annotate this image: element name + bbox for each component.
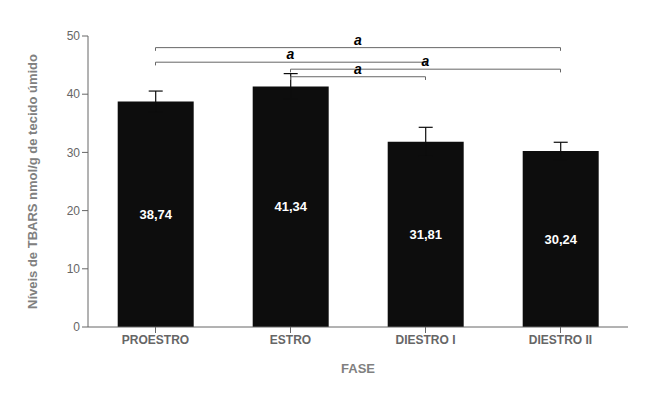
svg-text:40: 40 [67,87,81,101]
svg-text:Níveis de TBARS nmol/g de teci: Níveis de TBARS nmol/g de tecido úmido [25,54,40,309]
svg-text:ESTRO: ESTRO [270,333,311,347]
svg-text:a: a [287,46,295,62]
svg-text:FASE: FASE [341,361,375,376]
svg-text:DIESTRO II: DIESTRO II [529,333,592,347]
svg-text:31,81: 31,81 [409,227,442,242]
svg-text:a: a [354,61,362,77]
svg-text:a: a [422,53,430,69]
svg-text:30: 30 [67,146,81,160]
svg-text:0: 0 [73,320,80,334]
svg-text:20: 20 [67,204,81,218]
svg-text:38,74: 38,74 [139,207,172,222]
svg-text:DIESTRO I: DIESTRO I [395,333,455,347]
svg-text:50: 50 [67,29,81,43]
svg-text:a: a [354,32,362,48]
svg-text:PROESTRO: PROESTRO [122,333,189,347]
svg-text:41,34: 41,34 [274,199,307,214]
svg-text:10: 10 [67,262,81,276]
svg-text:30,24: 30,24 [544,232,577,247]
